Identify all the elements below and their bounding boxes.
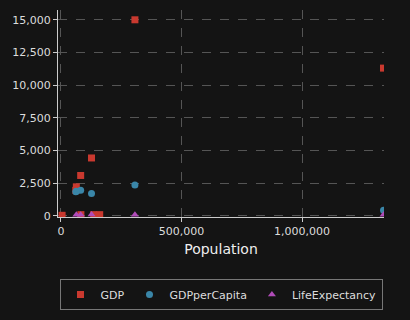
svg-text:7,500: 7,500	[19, 112, 51, 125]
svg-text:GDP: GDP	[101, 289, 125, 302]
svg-text:5,000: 5,000	[19, 144, 51, 157]
svg-text:0: 0	[44, 210, 51, 223]
svg-text:500,000: 500,000	[159, 225, 205, 238]
svg-text:1,000,000: 1,000,000	[274, 225, 330, 238]
svg-text:Population: Population	[184, 241, 258, 257]
svg-text:10,000: 10,000	[12, 79, 51, 92]
svg-text:LifeExpectancy: LifeExpectancy	[292, 289, 376, 302]
svg-text:0: 0	[57, 225, 64, 238]
svg-text:15,000: 15,000	[12, 14, 51, 27]
svg-text:GDPperCapita: GDPperCapita	[169, 289, 246, 302]
svg-text:12,500: 12,500	[12, 46, 51, 59]
svg-text:2,500: 2,500	[19, 177, 51, 190]
